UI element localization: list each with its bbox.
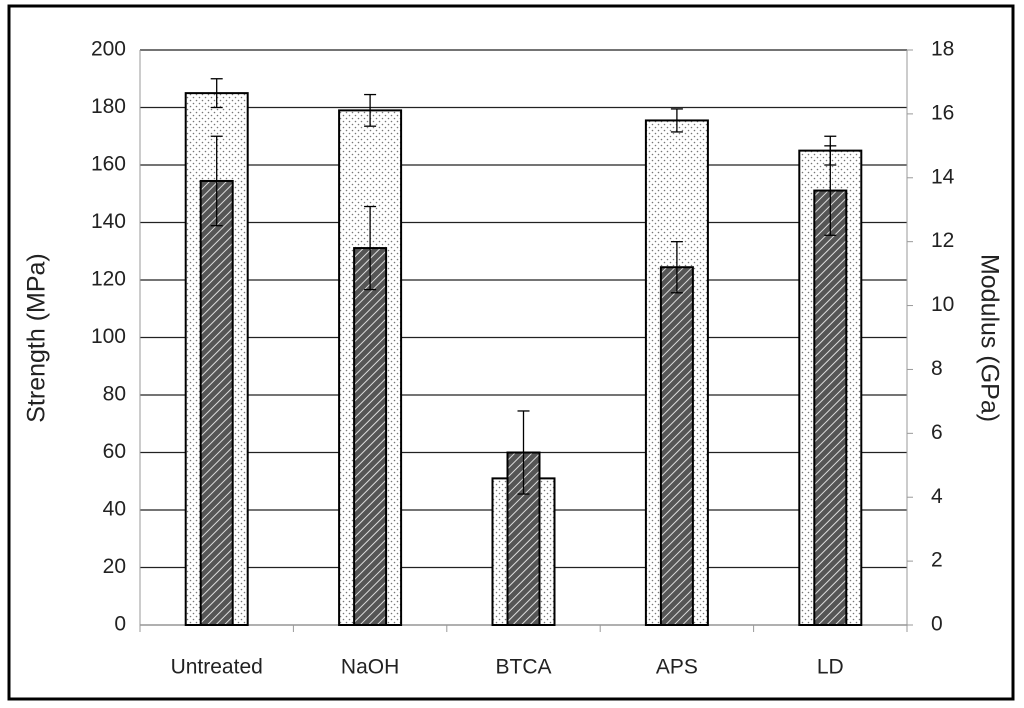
y-tick-label: 80 xyxy=(103,383,126,406)
y2-tick-label: 18 xyxy=(931,38,954,61)
x-tick-label: LD xyxy=(817,656,844,679)
y2-tick-label: 16 xyxy=(931,101,954,124)
x-tick-label: Untreated xyxy=(171,656,263,679)
y-axis-title: Strength (MPa) xyxy=(23,253,51,423)
y-tick-label: 180 xyxy=(91,95,126,118)
bar xyxy=(353,247,388,627)
y-tick-label: 20 xyxy=(103,555,126,578)
error-bar xyxy=(824,145,837,236)
x-tick-label: NaOH xyxy=(341,656,399,679)
error-bar xyxy=(517,410,530,495)
y2-axis-title: Modulus (GPa) xyxy=(975,254,1003,422)
bar xyxy=(659,266,694,626)
bar xyxy=(813,189,848,627)
y-tick-label: 140 xyxy=(91,210,126,233)
error-bar xyxy=(364,205,377,291)
y-tick-label: 200 xyxy=(91,38,126,61)
error-bar xyxy=(670,108,683,133)
error-bar xyxy=(210,78,223,109)
y-tick-label: 160 xyxy=(91,153,126,176)
error-bar xyxy=(364,93,377,127)
y2-tick-label: 4 xyxy=(931,485,943,508)
y2-tick-label: 8 xyxy=(931,357,943,380)
y-tick-label: 40 xyxy=(103,498,126,521)
y-tick-label: 0 xyxy=(114,613,126,636)
y2-tick-label: 14 xyxy=(931,165,955,188)
y-tick-label: 100 xyxy=(91,325,126,348)
y2-tick-label: 0 xyxy=(931,613,943,636)
y2-tick-label: 6 xyxy=(931,421,943,444)
y-tick-label: 60 xyxy=(103,440,126,463)
x-tick-label: APS xyxy=(656,656,698,679)
y2-tick-label: 2 xyxy=(931,549,943,572)
y-tick-label: 120 xyxy=(91,268,126,291)
x-tick-label: BTCA xyxy=(495,656,551,679)
y2-tick-label: 12 xyxy=(931,229,954,252)
error-bar xyxy=(210,135,223,227)
bar xyxy=(199,179,234,626)
y2-tick-label: 10 xyxy=(931,293,954,316)
error-bar xyxy=(670,241,683,294)
